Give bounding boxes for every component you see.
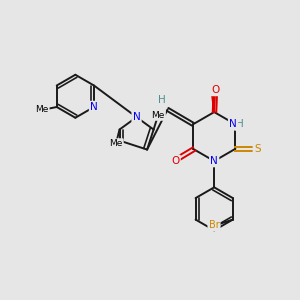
Text: N: N: [133, 112, 140, 122]
Text: Me: Me: [35, 106, 49, 115]
Text: N: N: [229, 119, 237, 129]
Text: N: N: [90, 102, 98, 112]
Text: Br: Br: [208, 220, 219, 230]
Text: O: O: [211, 85, 219, 95]
Text: H: H: [158, 95, 166, 105]
Text: Me: Me: [109, 140, 123, 148]
Text: Me: Me: [152, 111, 165, 120]
Text: N: N: [210, 156, 218, 166]
Text: O: O: [171, 156, 179, 166]
Text: S: S: [254, 144, 260, 154]
Text: H: H: [236, 119, 244, 129]
